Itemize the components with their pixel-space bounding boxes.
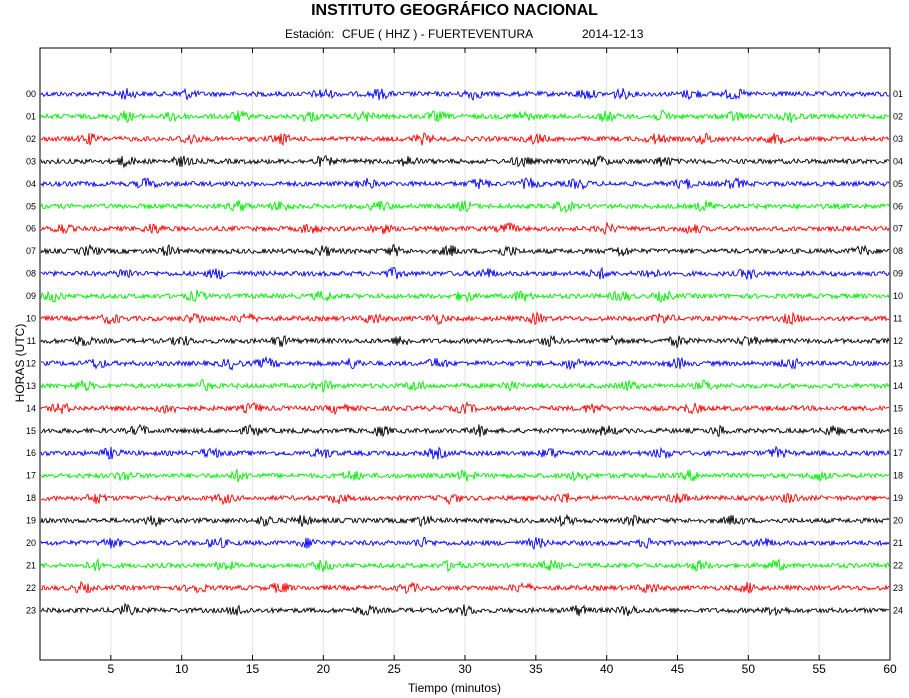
x-tick-label: 30: [458, 662, 472, 676]
x-tick-label: 60: [883, 662, 897, 676]
hour-label-right: 01: [893, 89, 903, 99]
hour-label-right: 20: [893, 516, 903, 526]
hour-label-left: 00: [26, 89, 36, 99]
hour-label-right: 06: [893, 201, 903, 211]
trace-hour-11: [40, 334, 890, 349]
x-tick-label: 45: [671, 662, 685, 676]
hour-label-left: 16: [26, 448, 36, 458]
hour-label-right: 11: [893, 314, 902, 324]
trace-hour-03: [40, 155, 890, 169]
trace-hour-21: [40, 557, 890, 573]
hour-label-right: 02: [893, 111, 903, 121]
trace-hour-15: [40, 423, 890, 438]
hour-label-right: 07: [893, 224, 903, 234]
trace-hour-22: [40, 580, 890, 595]
trace-hour-10: [40, 311, 890, 326]
hour-label-left: 21: [26, 560, 36, 570]
trace-hour-19: [40, 513, 890, 528]
station-name: CFUE ( HHZ ) - FUERTEVENTURA: [342, 27, 534, 41]
hour-label-right: 16: [893, 426, 903, 436]
hour-label-right: 14: [893, 381, 903, 391]
chart-title: INSTITUTO GEOGRÁFICO NACIONAL: [311, 2, 598, 19]
grid: [110, 48, 820, 660]
hour-label-right: 13: [893, 358, 903, 368]
hour-label-left: 13: [26, 381, 36, 391]
hour-label-right: 18: [893, 471, 903, 481]
hour-label-left: 10: [26, 314, 36, 324]
hour-label-left: 22: [26, 583, 36, 593]
hour-label-right: 03: [893, 134, 903, 144]
hour-label-right: 05: [893, 179, 903, 189]
trace-hour-04: [40, 176, 890, 191]
trace-hour-01: [40, 109, 889, 123]
trace-hour-12: [40, 355, 890, 372]
hour-label-right: 21: [893, 538, 903, 548]
hour-label-right: 08: [893, 246, 903, 256]
hour-label-left: 23: [26, 605, 36, 615]
x-tick-label: 35: [529, 662, 543, 676]
hour-label-left: 15: [26, 426, 36, 436]
hour-label-left: 11: [27, 336, 36, 346]
hour-label-right: 15: [893, 403, 903, 413]
hour-label-right: 09: [893, 269, 903, 279]
hour-label-left: 04: [26, 179, 36, 189]
hour-label-left: 07: [26, 246, 36, 256]
hour-label-left: 06: [26, 224, 36, 234]
station-label: Estación:: [285, 27, 335, 41]
trace-hour-20: [40, 536, 890, 550]
hour-label-right: 24: [893, 605, 903, 615]
hour-label-left: 17: [26, 471, 36, 481]
hour-label-left: 09: [26, 291, 36, 301]
trace-hour-14: [40, 401, 890, 416]
trace-hour-05: [40, 199, 890, 214]
x-tick-label: 25: [387, 662, 401, 676]
hour-label-left: 20: [26, 538, 36, 548]
x-tick-label: 20: [317, 662, 331, 676]
trace-hour-08: [40, 266, 890, 280]
hour-label-right: 19: [893, 493, 903, 503]
hour-label-right: 17: [893, 448, 903, 458]
trace-hour-18: [40, 492, 890, 506]
hour-label-left: 08: [26, 269, 36, 279]
hour-label-right: 12: [893, 336, 903, 346]
x-tick-label: 10: [175, 662, 189, 676]
hour-label-left: 14: [26, 403, 36, 413]
x-axis-label: Tiempo (minutos): [408, 681, 501, 695]
hour-label-right: 22: [893, 560, 903, 570]
trace-hour-23: [40, 602, 890, 617]
x-tick-label: 5: [107, 662, 114, 676]
trace-hour-06: [40, 221, 890, 236]
hour-label-right: 23: [893, 583, 903, 593]
hour-label-left: 19: [26, 516, 36, 526]
trace-hour-00: [40, 87, 890, 102]
trace-hour-17: [40, 468, 890, 483]
record-date: 2014-12-13: [582, 27, 644, 41]
hour-label-left: 12: [26, 358, 36, 368]
hour-label-left: 05: [26, 201, 36, 211]
hour-label-right: 10: [893, 291, 903, 301]
x-tick-label: 55: [812, 662, 826, 676]
x-tick-label: 50: [742, 662, 756, 676]
hour-label-left: 01: [26, 111, 36, 121]
hour-label-left: 03: [26, 156, 36, 166]
x-axis-ticks: 5 10 15 20 25 30 35 40 45 50 55 60: [107, 48, 897, 676]
hour-labels: 00 01 02 03 04 05 06 07 08 09 10 11 12 13 14 15 16 17 18 19…: [26, 89, 903, 615]
hour-label-right: 04: [893, 156, 903, 166]
hour-label-left: 18: [26, 493, 36, 503]
x-tick-label: 40: [600, 662, 614, 676]
trace-hour-09: [40, 289, 890, 304]
traces: [40, 87, 890, 617]
hour-label-left: 02: [26, 134, 36, 144]
trace-hour-13: [40, 379, 890, 394]
trace-hour-02: [40, 132, 890, 146]
x-tick-label: 15: [246, 662, 260, 676]
trace-hour-16: [40, 445, 890, 460]
chart-subtitle: Estación: CFUE ( HHZ ) - FUERTEVENTURA 2…: [0, 27, 909, 41]
trace-hour-07: [40, 243, 889, 257]
